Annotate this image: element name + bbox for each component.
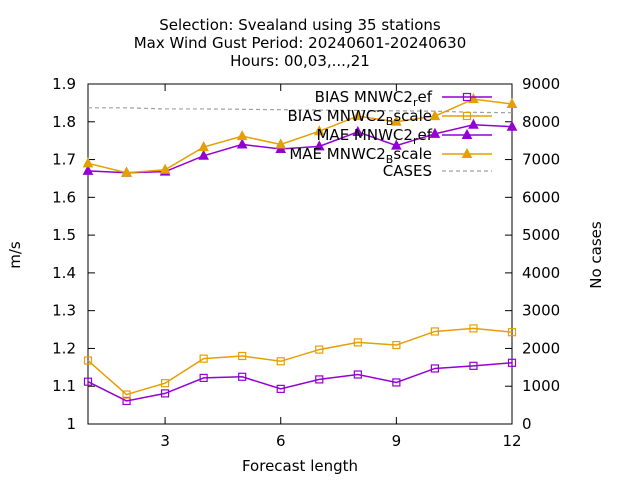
y2-tick-label: 5000: [522, 226, 560, 244]
y-tick-label: 1.1: [52, 377, 76, 395]
plot-frame: [87, 83, 513, 425]
legend-label-2: MAE MNWC2ref: [316, 126, 432, 147]
data-point-mae-mnwc2-bscale: [468, 93, 479, 104]
data-point-mae-mnwc2-bscale: [82, 157, 94, 168]
data-point-mae-mnwc2-ref: [352, 125, 364, 136]
data-point-bias-mnwc2-ref: [392, 378, 401, 387]
chart-title-line-3: Hours: 00,03,...,21: [230, 52, 370, 70]
data-point-bias-mnwc2-bscale: [83, 356, 93, 365]
legend-marker-1: [462, 111, 472, 121]
y-tick-label: 1.2: [52, 339, 76, 357]
data-point-bias-mnwc2-ref: [160, 389, 170, 398]
data-point-bias-mnwc2-bscale: [430, 327, 440, 336]
y-tick-label: 1.3: [52, 302, 76, 320]
x-tick-label: 9: [392, 432, 402, 450]
data-point-mae-mnwc2-bscale: [121, 166, 132, 177]
data-point-mae-mnwc2-ref: [313, 140, 325, 151]
data-point-bias-mnwc2-bscale: [315, 345, 324, 354]
y2-tick-label: 7000: [522, 151, 560, 169]
x-axis-label: Forecast length: [242, 457, 358, 475]
y-tick-label: 1.8: [52, 113, 76, 131]
y-tick-label: 1.9: [52, 75, 76, 93]
data-point-bias-mnwc2-bscale: [507, 328, 517, 337]
data-point-mae-mnwc2-ref: [198, 149, 209, 160]
data-point-bias-mnwc2-ref: [507, 358, 517, 367]
series-line-bias-mnwc2-bscale: [87, 327, 513, 396]
data-point-mae-mnwc2-ref: [236, 138, 248, 149]
data-point-bias-mnwc2-bscale: [160, 379, 170, 388]
series-line-mae-mnwc2-ref: [87, 124, 513, 174]
data-point-mae-mnwc2-bscale: [506, 97, 518, 109]
y2-tick-label: 8000: [522, 113, 560, 131]
data-point-bias-mnwc2-ref: [430, 364, 440, 373]
y2-tick-label: 3000: [522, 302, 560, 320]
legend-marker-3: [461, 147, 473, 158]
data-point-mae-mnwc2-bscale: [313, 125, 325, 136]
legend-marker-0: [462, 92, 472, 102]
data-point-mae-mnwc2-ref: [468, 118, 479, 129]
data-point-mae-mnwc2-bscale: [352, 110, 364, 121]
data-point-bias-mnwc2-bscale: [392, 340, 401, 350]
data-point-mae-mnwc2-bscale: [391, 115, 402, 126]
y2-tick-label: 9000: [522, 75, 560, 93]
data-point-mae-mnwc2-ref: [429, 127, 441, 138]
y2-tick-label: 4000: [522, 264, 560, 282]
x-tick-label: 12: [502, 432, 521, 450]
data-point-mae-mnwc2-ref: [391, 139, 402, 150]
y2-tick-label: 6000: [522, 188, 560, 206]
data-point-bias-mnwc2-bscale: [238, 351, 247, 361]
legend-label-3: MAE MNWC2Bscale: [289, 145, 432, 166]
y2-axis-label: No cases: [587, 221, 605, 289]
data-point-mae-mnwc2-bscale: [198, 141, 209, 152]
y-tick-label: 1.6: [52, 188, 76, 206]
data-point-bias-mnwc2-ref: [83, 377, 93, 386]
data-point-bias-mnwc2-ref: [238, 372, 247, 381]
y2-tick-label: 2000: [522, 339, 560, 357]
x-tick-label: 6: [276, 432, 286, 450]
chart-title-line-1: Selection: Svealand using 35 stations: [159, 16, 441, 34]
data-point-bias-mnwc2-bscale: [276, 357, 285, 366]
data-point-bias-mnwc2-bscale: [469, 324, 478, 333]
y2-tick-label: 0: [522, 415, 532, 433]
legend-marker-2: [461, 128, 473, 139]
data-point-mae-mnwc2-ref: [82, 164, 94, 175]
y-axis-label: m/s: [6, 241, 24, 269]
data-point-mae-mnwc2-bscale: [236, 130, 248, 141]
y-tick-label: 1.7: [52, 151, 76, 169]
legend-label-1: BIAS MNWC2Bscale: [288, 107, 432, 128]
y2-tick-label: 1000: [522, 377, 560, 395]
data-point-bias-mnwc2-ref: [315, 375, 324, 384]
series-line-mae-mnwc2-bscale: [87, 98, 513, 174]
data-point-bias-mnwc2-bscale: [122, 390, 131, 399]
y-tick-label: 1.4: [52, 264, 76, 282]
chart-title-line-2: Max Wind Gust Period: 20240601-20240630: [134, 34, 467, 52]
y-tick-label: 1: [66, 415, 76, 433]
data-point-mae-mnwc2-bscale: [275, 138, 287, 149]
data-point-bias-mnwc2-bscale: [199, 354, 208, 363]
data-point-bias-mnwc2-ref: [276, 384, 285, 393]
chart-title: Selection: Svealand using 35 stations Ma…: [134, 16, 467, 70]
data-point-mae-mnwc2-bscale: [429, 110, 441, 121]
data-point-mae-mnwc2-ref: [506, 120, 518, 131]
series-line-bias-mnwc2-ref: [87, 362, 513, 402]
data-point-bias-mnwc2-ref: [353, 370, 362, 379]
series-line-cases: [88, 107, 513, 114]
plot-area: 1 1.1 1.2 1.3 1.4 1.5 1.6 1.7 1.8 1.9 0 1000 2000 300…: [52, 75, 560, 450]
legend-label-0: BIAS MNWC2ref: [315, 88, 433, 109]
x-tick-label: 3: [160, 432, 170, 450]
data-point-bias-mnwc2-ref: [199, 373, 208, 383]
data-point-bias-mnwc2-bscale: [353, 338, 362, 347]
y-tick-label: 1.5: [52, 226, 76, 244]
data-point-mae-mnwc2-bscale: [159, 163, 171, 174]
data-point-bias-mnwc2-ref: [469, 361, 478, 370]
legend-label-4: CASES: [383, 162, 432, 180]
